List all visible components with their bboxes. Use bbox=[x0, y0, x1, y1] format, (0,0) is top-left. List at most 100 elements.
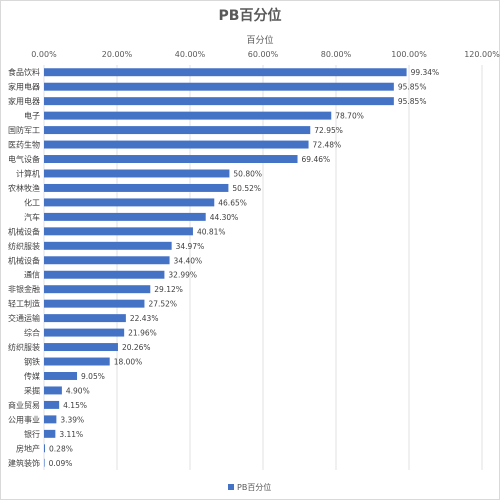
category-label: 化工 bbox=[24, 197, 40, 207]
data-label: 22.43% bbox=[130, 314, 159, 323]
category-label: 商业贸易 bbox=[8, 400, 40, 410]
category-label: 国防军工 bbox=[8, 125, 40, 135]
data-label: 0.28% bbox=[49, 444, 73, 453]
data-label: 3.11% bbox=[59, 430, 83, 439]
category-label: 综合 bbox=[24, 328, 40, 338]
bar bbox=[44, 169, 230, 178]
data-label: 95.85% bbox=[398, 97, 427, 106]
bar bbox=[44, 241, 172, 250]
bar bbox=[44, 429, 56, 438]
bar bbox=[44, 68, 407, 77]
category-label: 采掘 bbox=[24, 385, 40, 395]
category-label: 家用电器 bbox=[8, 82, 40, 92]
bar bbox=[44, 400, 60, 409]
data-label: 99.34% bbox=[411, 68, 440, 77]
category-label: 汽车 bbox=[24, 212, 40, 222]
data-label: 4.15% bbox=[63, 401, 87, 410]
bar bbox=[44, 458, 45, 467]
chart-title: PB百分位 bbox=[219, 7, 282, 24]
data-label: 34.40% bbox=[174, 256, 203, 265]
data-label: 78.70% bbox=[335, 112, 364, 121]
category-label: 轻工制造 bbox=[8, 299, 40, 309]
data-label: 44.30% bbox=[210, 213, 239, 222]
gridlines bbox=[43, 65, 483, 470]
bar bbox=[44, 111, 332, 120]
category-label: 食品饮料 bbox=[8, 67, 40, 77]
category-label: 电气设备 bbox=[8, 154, 40, 164]
data-label: 72.95% bbox=[314, 126, 343, 135]
category-label: 公用事业 bbox=[8, 414, 40, 424]
bar bbox=[44, 386, 62, 395]
bar bbox=[44, 212, 206, 221]
data-label: 29.12% bbox=[154, 285, 183, 294]
bar bbox=[44, 183, 229, 192]
legend-label: PB百分位 bbox=[237, 482, 271, 492]
x-tick-label: 0.00% bbox=[31, 50, 57, 59]
category-label: 传媒 bbox=[24, 371, 40, 381]
x-tick-label: 100.00% bbox=[391, 50, 427, 59]
bar bbox=[44, 155, 298, 163]
bar bbox=[44, 97, 394, 106]
x-tick-label: 60.00% bbox=[248, 50, 279, 59]
bar bbox=[44, 415, 57, 424]
data-label: 18.00% bbox=[114, 358, 143, 367]
category-label: 电子 bbox=[24, 111, 40, 121]
bar bbox=[44, 270, 165, 279]
data-label: 50.80% bbox=[233, 169, 262, 178]
bar bbox=[44, 82, 394, 91]
data-label: 72.48% bbox=[313, 141, 342, 150]
data-label: 3.39% bbox=[60, 415, 84, 424]
legend-swatch bbox=[228, 484, 234, 490]
data-label: 95.85% bbox=[398, 83, 427, 92]
data-label: 32.99% bbox=[168, 271, 197, 280]
bar bbox=[44, 126, 311, 135]
bar bbox=[44, 285, 151, 294]
category-label: 房地产 bbox=[16, 443, 40, 453]
category-label: 农林牧渔 bbox=[8, 183, 40, 193]
category-labels: 食品饮料家用电器家用电器电子国防军工医药生物电气设备计算机农林牧渔化工汽车机械设… bbox=[8, 67, 40, 468]
category-label: 机械设备 bbox=[8, 226, 40, 236]
data-label: 9.05% bbox=[81, 372, 105, 381]
bar bbox=[44, 314, 126, 323]
bar bbox=[44, 198, 215, 207]
data-label: 0.09% bbox=[49, 459, 73, 468]
data-label: 4.90% bbox=[66, 386, 90, 395]
x-tick-label: 20.00% bbox=[102, 50, 133, 59]
bar bbox=[44, 357, 110, 366]
bar bbox=[44, 372, 78, 380]
category-label: 医药生物 bbox=[8, 140, 40, 150]
category-label: 计算机 bbox=[16, 168, 40, 178]
x-tick-label: 80.00% bbox=[321, 50, 352, 59]
data-labels: 99.34% 95.85% 95.85% 78.70% 72.95% 72.48% 69.4… bbox=[49, 68, 440, 468]
data-label: 27.52% bbox=[148, 300, 177, 309]
bar bbox=[44, 343, 118, 352]
x-tick-labels: 0.00% 20.00% 40.00% 60.00% 80.00% 100.00% 120.… bbox=[31, 50, 500, 59]
x-tick-label: 120.00% bbox=[464, 50, 500, 59]
bar bbox=[44, 444, 46, 453]
category-label: 通信 bbox=[24, 270, 40, 280]
category-label: 钢铁 bbox=[24, 357, 40, 367]
data-label: 46.65% bbox=[218, 198, 247, 207]
bar bbox=[44, 227, 193, 236]
category-label: 银行 bbox=[24, 429, 40, 439]
bar bbox=[44, 256, 170, 265]
category-label: 机械设备 bbox=[8, 255, 40, 265]
category-label: 纺织服装 bbox=[8, 342, 40, 352]
category-label: 建筑装饰 bbox=[8, 458, 40, 468]
x-axis-title: 百分位 bbox=[246, 34, 273, 46]
category-label: 家用电器 bbox=[8, 96, 40, 106]
category-label: 纺织服装 bbox=[8, 241, 40, 251]
data-label: 40.81% bbox=[197, 227, 226, 236]
bar bbox=[44, 299, 145, 308]
data-label: 69.46% bbox=[302, 155, 331, 164]
data-label: 50.52% bbox=[232, 184, 261, 193]
data-label: 20.26% bbox=[122, 343, 151, 352]
x-tick-label: 40.00% bbox=[175, 50, 206, 59]
category-label: 非银金融 bbox=[8, 284, 40, 294]
data-label: 34.97% bbox=[176, 242, 205, 251]
bar bbox=[44, 328, 125, 337]
data-label: 21.96% bbox=[128, 329, 157, 338]
legend: PB百分位 bbox=[228, 482, 271, 492]
bars bbox=[44, 68, 407, 467]
